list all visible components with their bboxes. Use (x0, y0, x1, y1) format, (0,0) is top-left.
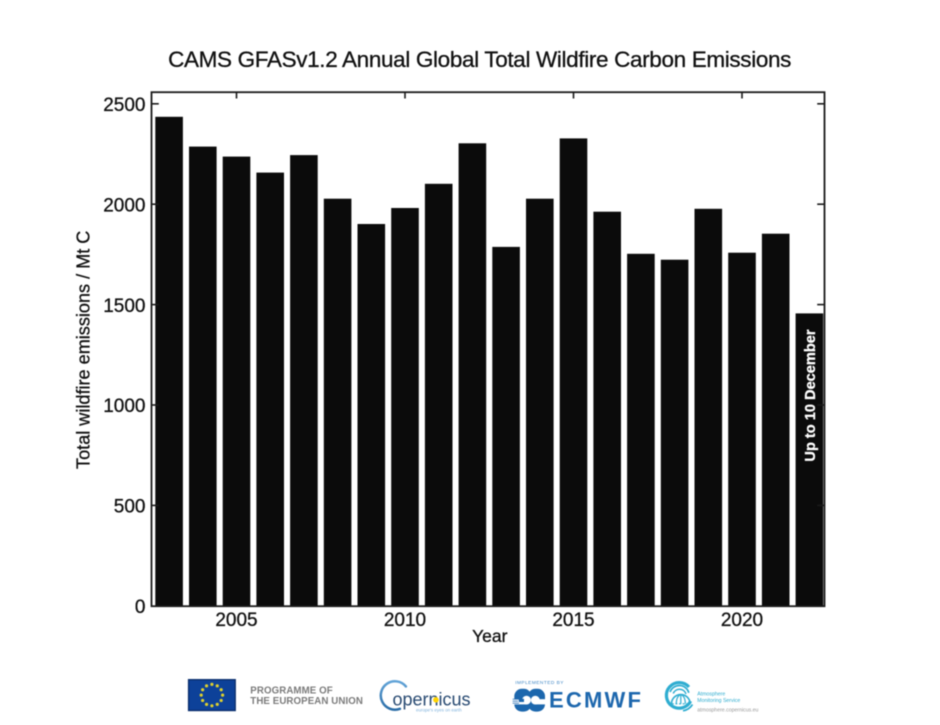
svg-text:2020: 2020 (721, 610, 763, 631)
svg-text:1500: 1500 (103, 296, 145, 317)
svg-text:2005: 2005 (215, 610, 257, 631)
svg-text:opernicus: opernicus (393, 690, 471, 710)
svg-text:Atmosphere: Atmosphere (697, 691, 725, 697)
svg-text:Up to 10 December: Up to 10 December (803, 329, 819, 462)
svg-text:ECMWF: ECMWF (549, 688, 643, 713)
svg-text:PROGRAMME OF: PROGRAMME OF (250, 685, 332, 696)
svg-text:2500: 2500 (103, 95, 145, 116)
svg-text:Total wildfire emissions / Mt: Total wildfire emissions / Mt C (73, 231, 93, 469)
svg-text:THE EUROPEAN UNION: THE EUROPEAN UNION (250, 696, 363, 707)
svg-text:europe's eyes on earth: europe's eyes on earth (416, 707, 462, 712)
svg-text:atmosphere.copernicus.eu: atmosphere.copernicus.eu (697, 707, 758, 713)
svg-text:Year: Year (472, 626, 508, 646)
svg-text:CAMS GFASv1.2 Annual Global To: CAMS GFASv1.2 Annual Global Total Wildfi… (168, 47, 791, 72)
svg-text:Monitoring Service: Monitoring Service (697, 698, 740, 704)
svg-text:1000: 1000 (103, 396, 145, 417)
svg-text:IMPLEMENTED BY: IMPLEMENTED BY (515, 680, 564, 686)
svg-text:2000: 2000 (103, 195, 145, 216)
svg-text:2010: 2010 (384, 610, 426, 631)
svg-text:0: 0 (135, 597, 146, 618)
svg-text:500: 500 (114, 497, 146, 518)
svg-text:2015: 2015 (552, 610, 594, 631)
